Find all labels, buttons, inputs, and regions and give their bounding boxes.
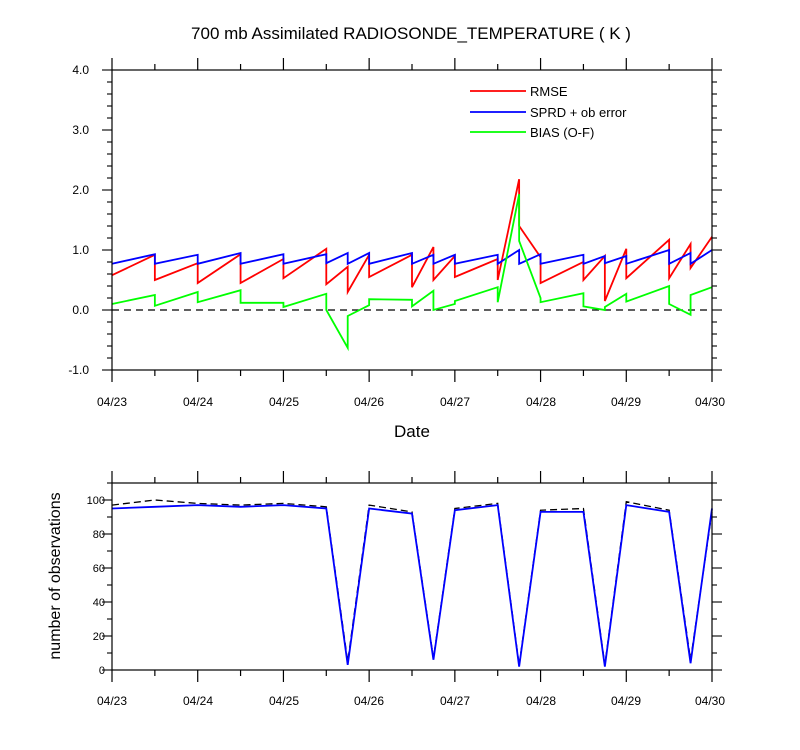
top-x-tick-label: 04/28 bbox=[526, 395, 556, 409]
top-y-tick-labels: -1.0 0.0 1.0 2.0 3.0 4.0 bbox=[68, 63, 89, 377]
bottom-x-tick-label: 04/23 bbox=[97, 694, 127, 708]
top-tick-layer bbox=[102, 58, 722, 382]
bottom-x-tick-label: 04/30 bbox=[695, 694, 725, 708]
top-x-tick-labels: 04/23 04/24 04/25 04/26 04/27 04/28 04/2… bbox=[97, 395, 725, 409]
legend-label-rmse: RMSE bbox=[530, 84, 568, 99]
top-y-tick-label: 1.0 bbox=[72, 243, 89, 257]
top-y-tick-label: 3.0 bbox=[72, 123, 89, 137]
bottom-tick-layer bbox=[102, 471, 722, 682]
bottom-plot-frame bbox=[111, 482, 713, 671]
x-axis-title: Date bbox=[394, 422, 430, 441]
series-line-possible-observations bbox=[111, 499, 713, 665]
bottom-series-layer bbox=[111, 499, 713, 667]
top-y-tick-label: -1.0 bbox=[68, 363, 89, 377]
top-y-tick-label: 2.0 bbox=[72, 183, 89, 197]
top-x-tick-label: 04/23 bbox=[97, 395, 127, 409]
bottom-y-tick-label: 80 bbox=[93, 529, 105, 541]
series-line-bias-o-f bbox=[111, 194, 713, 352]
top-chart: 700 mb Assimilated RADIOSONDE_TEMPERATUR… bbox=[68, 24, 725, 441]
series-line-assimilated-observations bbox=[111, 504, 713, 667]
bottom-x-tick-label: 04/24 bbox=[183, 694, 213, 708]
bottom-y-tick-label: 40 bbox=[93, 597, 105, 609]
top-x-tick-label: 04/25 bbox=[269, 395, 299, 409]
top-y-tick-label: 0.0 bbox=[72, 303, 89, 317]
top-x-tick-label: 04/24 bbox=[183, 395, 213, 409]
bottom-x-tick-label: 04/25 bbox=[269, 694, 299, 708]
bottom-x-tick-label: 04/28 bbox=[526, 694, 556, 708]
series-line-sprd-ob-error bbox=[111, 248, 713, 266]
legend: RMSE SPRD + ob error BIAS (O-F) bbox=[470, 84, 627, 140]
series-line-rmse bbox=[111, 179, 713, 302]
top-y-tick-label: 4.0 bbox=[72, 63, 89, 77]
bottom-y-tick-label: 100 bbox=[87, 495, 105, 507]
top-x-tick-label: 04/29 bbox=[611, 395, 641, 409]
bottom-y-axis-title: number of observations bbox=[47, 492, 64, 659]
bottom-chart: 0 20 40 60 80 100 04/23 04/24 04/25 04/2… bbox=[47, 471, 725, 708]
legend-label-bias: BIAS (O-F) bbox=[530, 125, 594, 140]
bottom-x-tick-label: 04/29 bbox=[611, 694, 641, 708]
top-x-tick-label: 04/27 bbox=[440, 395, 470, 409]
bottom-y-tick-label: 20 bbox=[93, 631, 105, 643]
bottom-y-tick-label: 60 bbox=[93, 563, 105, 575]
top-series-layer bbox=[111, 179, 713, 352]
top-x-tick-label: 04/30 bbox=[695, 395, 725, 409]
chart-title: 700 mb Assimilated RADIOSONDE_TEMPERATUR… bbox=[191, 24, 631, 43]
legend-label-sprd: SPRD + ob error bbox=[530, 105, 627, 120]
bottom-x-tick-labels: 04/23 04/24 04/25 04/26 04/27 04/28 04/2… bbox=[97, 694, 725, 708]
bottom-y-tick-label: 0 bbox=[99, 665, 105, 677]
top-x-tick-label: 04/26 bbox=[354, 395, 384, 409]
bottom-x-tick-label: 04/26 bbox=[354, 694, 384, 708]
bottom-y-tick-labels: 0 20 40 60 80 100 bbox=[87, 495, 105, 677]
bottom-x-tick-label: 04/27 bbox=[440, 694, 470, 708]
